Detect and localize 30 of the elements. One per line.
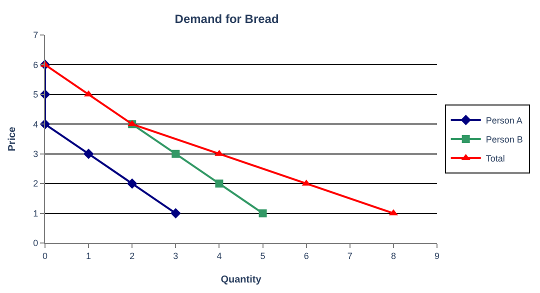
point (126, 178, 138, 189)
point (215, 180, 224, 188)
x-tick-label: 8 (390, 250, 396, 261)
y-tick-label: 2 (33, 178, 38, 189)
y-tick-label: 4 (33, 119, 38, 130)
chart-title: Demand for Bread (174, 12, 279, 26)
x-tick-label: 4 (216, 250, 222, 261)
y-tick-label: 6 (33, 60, 38, 70)
x-tick-label: 2 (130, 250, 135, 261)
x-tick-label: 5 (260, 250, 266, 261)
y-tick-label: 0 (33, 238, 38, 248)
legend-label: Person A (486, 116, 522, 126)
x-axis-title: Quantity (220, 274, 262, 286)
y-tick-label: 5 (33, 90, 38, 100)
y-tick-label: 7 (33, 30, 38, 40)
x-tick-label: 6 (304, 250, 309, 261)
y-axis-title: Price (7, 126, 18, 152)
x-tick-label: 9 (434, 250, 440, 261)
x-tick-label: 7 (347, 250, 352, 261)
y-tick-label: 3 (33, 149, 38, 160)
x-tick-label: 3 (173, 250, 178, 261)
point (172, 150, 180, 158)
legend-label: Total (486, 154, 505, 164)
point (170, 208, 181, 218)
point (258, 209, 267, 218)
x-tick-label: 0 (42, 250, 48, 261)
y-tick-label: 1 (33, 208, 38, 218)
point (83, 148, 94, 160)
legend-label: Person B (486, 134, 523, 145)
x-tick-label: 1 (86, 250, 92, 261)
